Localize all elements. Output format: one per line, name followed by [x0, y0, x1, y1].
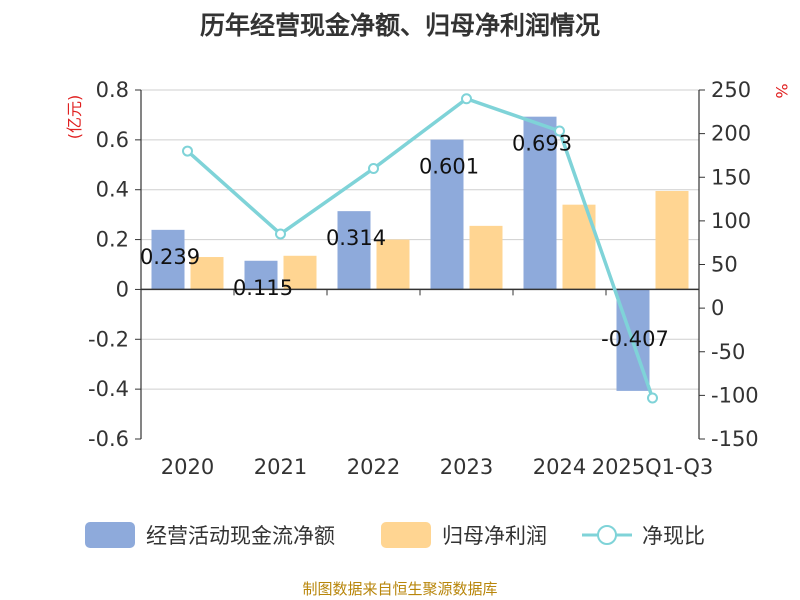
- grid: [141, 89, 699, 390]
- data-labels: 0.239 0.115 0.314 0.601 0.693 -0.407: [140, 132, 669, 351]
- bar-cash: [337, 211, 371, 290]
- bar-profit: [655, 190, 689, 290]
- y-right-tick-label: 200: [711, 122, 751, 146]
- bar-profit: [469, 225, 503, 290]
- bar-cash: [523, 116, 557, 290]
- legend-label-ratio: 净现比: [642, 524, 705, 548]
- tick-labels: -0.6 -0.4 -0.2 0 0.2 0.4 0.6 0.8 -150 -100 -50 0 50 1…: [88, 78, 759, 479]
- legend-item-profit[interactable]: 归母净利润: [381, 522, 547, 548]
- chart-title: 历年经营现金净额、归母净利润情况: [200, 11, 600, 40]
- y-left-tick-label: -0.6: [88, 427, 129, 451]
- y-right-unit: %: [772, 83, 791, 98]
- bar-cash: [244, 260, 278, 290]
- y-left-tick-label: 0.2: [96, 228, 129, 252]
- x-tick-label: 2025Q1-Q3: [592, 455, 714, 479]
- y-right-tick-label: -150: [711, 427, 759, 451]
- legend-label-cash: 经营活动现金流净额: [146, 524, 335, 548]
- ratio-point: [182, 145, 193, 157]
- ratio-point: [275, 228, 286, 240]
- bar-profit: [376, 239, 410, 290]
- legend-item-cash[interactable]: 经营活动现金流净额: [85, 522, 335, 548]
- data-label-cash: 0.693: [512, 132, 572, 156]
- y-right-tick-label: 100: [711, 209, 751, 233]
- data-label-cash: 0.239: [140, 245, 200, 269]
- legend-marker-ratio: [597, 525, 617, 545]
- x-tick-label: 2024: [533, 455, 586, 479]
- legend-label-profit: 归母净利润: [442, 524, 547, 548]
- axes: [135, 89, 705, 440]
- y-right-tick-label: 0: [711, 296, 724, 320]
- data-label-cash: 0.314: [326, 226, 386, 250]
- y-right-tick-label: 50: [711, 253, 738, 277]
- bar-cash: [430, 139, 464, 290]
- ratio-point: [647, 392, 658, 404]
- bar-cash: [151, 229, 185, 290]
- y-right-tick-label: -50: [711, 340, 745, 364]
- y-left-tick-label: 0.6: [96, 128, 129, 152]
- y-right-tick-label: 150: [711, 165, 751, 189]
- bar-profit: [190, 257, 224, 290]
- x-tick-label: 2021: [254, 455, 307, 479]
- x-tick-label: 2022: [347, 455, 400, 479]
- legend-swatch-profit: [381, 522, 431, 548]
- y-left-unit: (亿元): [65, 95, 84, 140]
- y-left-tick-label: 0.4: [96, 178, 129, 202]
- legend-swatch-cash: [85, 522, 135, 548]
- y-right-tick-label: 250: [711, 78, 751, 102]
- ratio-line-layer: [182, 93, 658, 404]
- y-left-tick-label: 0.8: [96, 78, 129, 102]
- data-label-cash: 0.601: [419, 155, 479, 179]
- ratio-point: [368, 163, 379, 175]
- ratio-point: [554, 125, 565, 137]
- ratio-line: [186, 96, 655, 399]
- y-right-tick-label: -100: [711, 383, 759, 407]
- ratio-point: [461, 93, 472, 105]
- legend-item-ratio[interactable]: 净现比: [582, 524, 705, 548]
- x-tick-label: 2023: [440, 455, 493, 479]
- y-left-tick-label: -0.2: [88, 327, 129, 351]
- x-tick-label: 2020: [161, 455, 214, 479]
- bar-profit: [283, 255, 317, 290]
- legend: 经营活动现金流净额 归母净利润 净现比: [85, 522, 705, 548]
- source-note: 制图数据来自恒生聚源数据库: [302, 580, 497, 598]
- y-left-tick-label: -0.4: [88, 377, 129, 401]
- y-left-tick-label: 0: [116, 277, 129, 301]
- data-label-cash: 0.115: [233, 276, 293, 300]
- data-label-cash: -0.407: [601, 327, 669, 351]
